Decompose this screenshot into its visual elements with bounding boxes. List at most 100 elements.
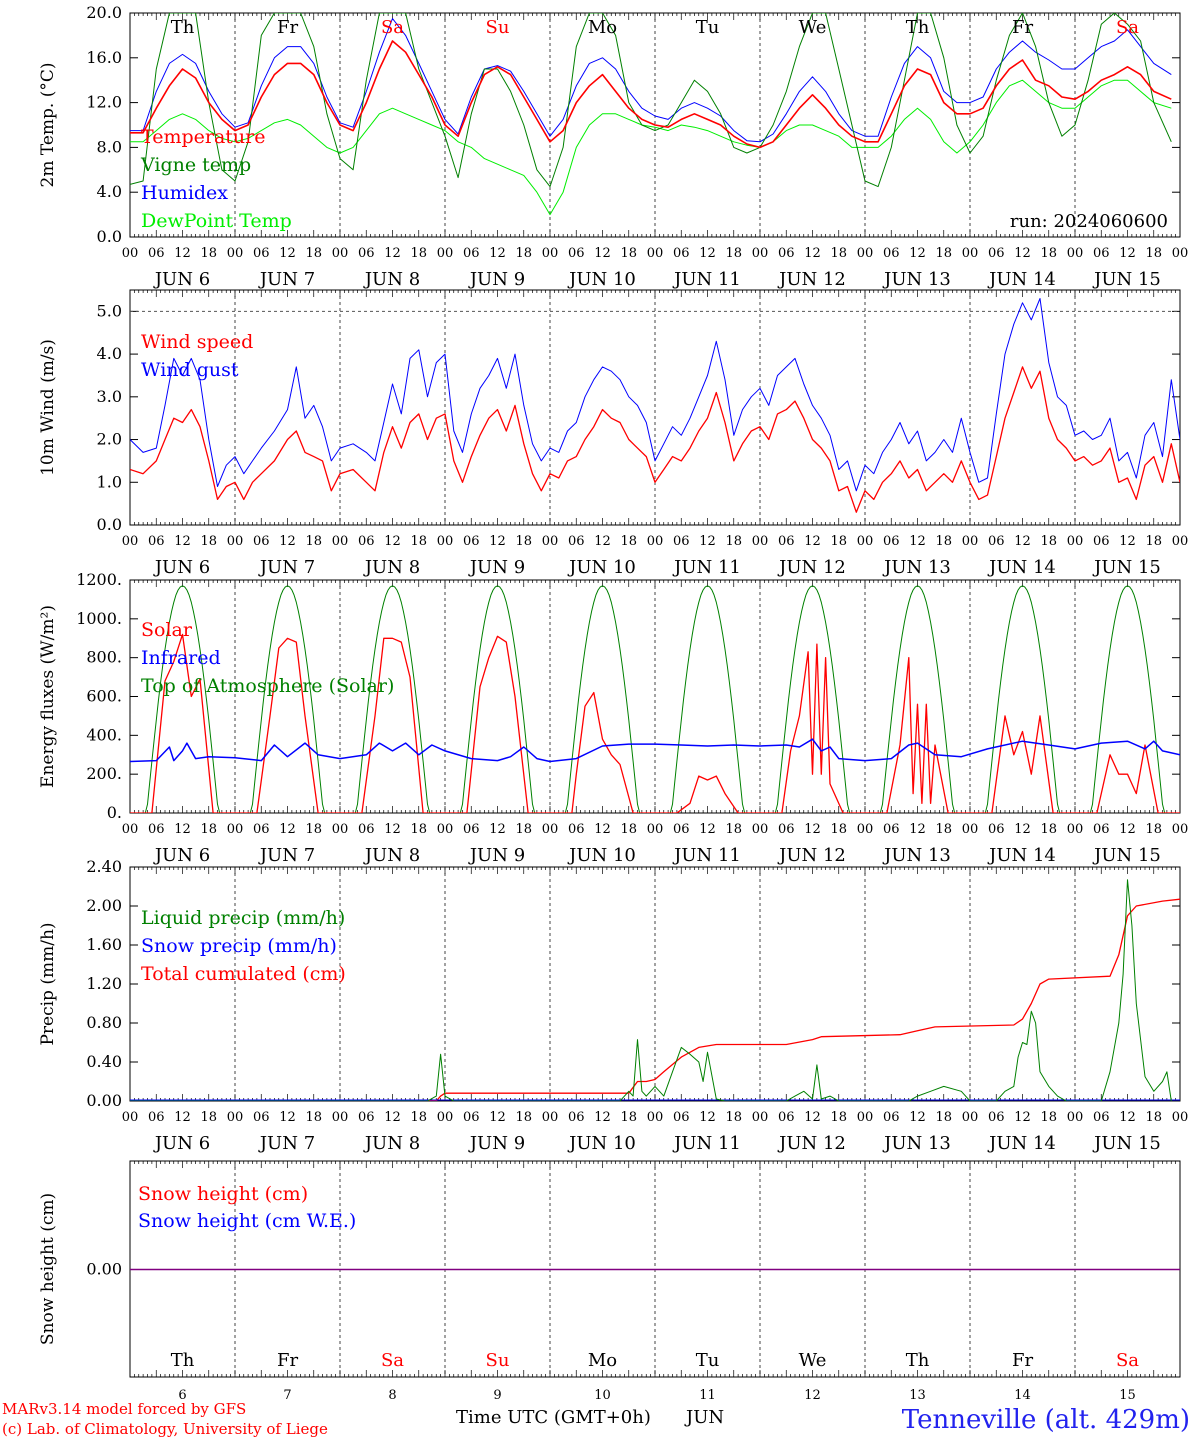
day-label: JUN 12 (777, 269, 846, 290)
hour-label: 00 (542, 246, 559, 261)
hour-label: 18 (1145, 822, 1162, 837)
y-tick-label: 2.00 (86, 896, 122, 915)
weekday-label: Tu (696, 17, 720, 38)
legend-entry: Solar (141, 619, 193, 641)
y-tick-label: 0.80 (86, 1013, 122, 1032)
model-credit-line1: MARv3.14 model forced by GFS (2, 1400, 246, 1418)
day-label: JUN 14 (987, 557, 1056, 578)
hour-label: 00 (542, 822, 559, 837)
y-tick-label: 0.0 (97, 515, 122, 534)
series-line-temperature (130, 40, 1172, 149)
hour-label: 18 (620, 1110, 637, 1125)
weekday-label: Fr (277, 17, 298, 38)
hour-label: 12 (489, 534, 506, 549)
weekday-label: Sa (381, 17, 404, 38)
hour-label: 12 (1119, 1110, 1136, 1125)
day-label: JUN 12 (777, 1133, 846, 1154)
y-tick-label: 12.0 (86, 93, 122, 112)
panel-1: 0.0 4.0 8.0 12.0 16.0 20.0 2m Temp. (°C) 00 06 12… (38, 3, 1188, 290)
day-number-label: 14 (1014, 1388, 1031, 1403)
y-axis-title: 2m Temp. (°C) (38, 62, 58, 187)
hour-label: 06 (883, 534, 900, 549)
hour-label: 12 (489, 822, 506, 837)
hour-label: 12 (804, 246, 821, 261)
hour-label: 12 (699, 1110, 716, 1125)
series-line-liquid-precip-mm-h- (130, 879, 1172, 1101)
weekday-label: Su (486, 1350, 510, 1371)
hour-label: 12 (804, 534, 821, 549)
day-label: JUN 10 (567, 269, 636, 290)
y-axis-title: Energy fluxes (W/m²) (38, 605, 58, 788)
y-tick-label: 800. (86, 648, 122, 667)
y-tick-label: 1.60 (86, 935, 122, 954)
day-number-label: 11 (699, 1388, 716, 1403)
hour-label: 06 (568, 534, 585, 549)
y-tick-label: 400. (86, 725, 122, 744)
hour-label: 18 (515, 246, 532, 261)
hour-label: 12 (1014, 246, 1031, 261)
hour-label: 06 (988, 246, 1005, 261)
hour-label: 06 (673, 246, 690, 261)
hour-label: 18 (935, 534, 952, 549)
series-line-dewpoint-temp (130, 79, 1172, 216)
hour-label: 06 (1093, 822, 1110, 837)
day-label: JUN 13 (882, 1133, 951, 1154)
y-tick-label: 600. (86, 687, 122, 706)
hour-label: 12 (279, 1110, 296, 1125)
hour-label: 06 (148, 822, 165, 837)
hour-label: 00 (752, 534, 769, 549)
hour-label: 06 (253, 822, 270, 837)
legend-entry: DewPoint Temp (141, 210, 292, 232)
hour-label: 18 (1145, 1110, 1162, 1125)
plot-lines (130, 879, 1180, 1101)
hour-label: 12 (1119, 822, 1136, 837)
hour-label: 18 (200, 822, 217, 837)
legend-entry: Wind speed (141, 331, 253, 353)
legend-entry: Total cumulated (cm) (141, 963, 346, 985)
hour-label: 06 (988, 534, 1005, 549)
hour-label: 12 (489, 246, 506, 261)
series-line-total-cumulated-cm- (130, 898, 1180, 1101)
hour-label: 12 (384, 534, 401, 549)
day-label: JUN 12 (777, 845, 846, 866)
series-line-vigne-temp (130, 13, 1172, 188)
weekday-label: We (799, 1350, 827, 1371)
y-tick-label: 0.40 (86, 1052, 122, 1071)
day-number-label: 13 (909, 1388, 926, 1403)
hour-label: 00 (332, 822, 349, 837)
hour-label: 00 (542, 1110, 559, 1125)
hour-label: 00 (332, 1110, 349, 1125)
hour-label: 00 (437, 534, 454, 549)
day-label: JUN 10 (567, 1133, 636, 1154)
hour-label: 00 (332, 246, 349, 261)
run-annotation: run: 2024060600 (1010, 211, 1168, 232)
day-label: JUN 13 (882, 557, 951, 578)
hour-label: 12 (804, 1110, 821, 1125)
hour-label: 18 (410, 246, 427, 261)
hour-label: 06 (778, 1110, 795, 1125)
hour-label: 00 (1067, 246, 1084, 261)
hour-label: 18 (305, 534, 322, 549)
series-line-infrared (130, 738, 1180, 763)
hour-label: 12 (279, 822, 296, 837)
y-tick-label: 1.20 (86, 974, 122, 993)
legend-entry: Snow height (cm) (138, 1183, 308, 1205)
hour-label: 00 (227, 246, 244, 261)
hour-label: 00 (752, 246, 769, 261)
legend-entry: Top of Atmosphere (Solar) (141, 675, 394, 697)
y-tick-label: 0.0 (97, 227, 122, 246)
hour-label: 06 (673, 822, 690, 837)
hour-label: 00 (647, 246, 664, 261)
y-tick-label: 2.0 (97, 430, 122, 449)
hour-label: 12 (279, 246, 296, 261)
panel-4: 0.00 0.40 0.80 1.20 1.60 2.00 2.40 Precip (mm/h… (38, 857, 1188, 1154)
hour-label: 12 (909, 1110, 926, 1125)
day-label: JUN 11 (672, 845, 741, 866)
hour-label: 06 (253, 246, 270, 261)
hour-label: 18 (830, 822, 847, 837)
hour-label: 00 (857, 246, 874, 261)
hour-label: 00 (122, 1110, 139, 1125)
hour-label: 18 (200, 246, 217, 261)
hour-label: 00 (437, 822, 454, 837)
day-label: JUN 8 (363, 269, 420, 290)
